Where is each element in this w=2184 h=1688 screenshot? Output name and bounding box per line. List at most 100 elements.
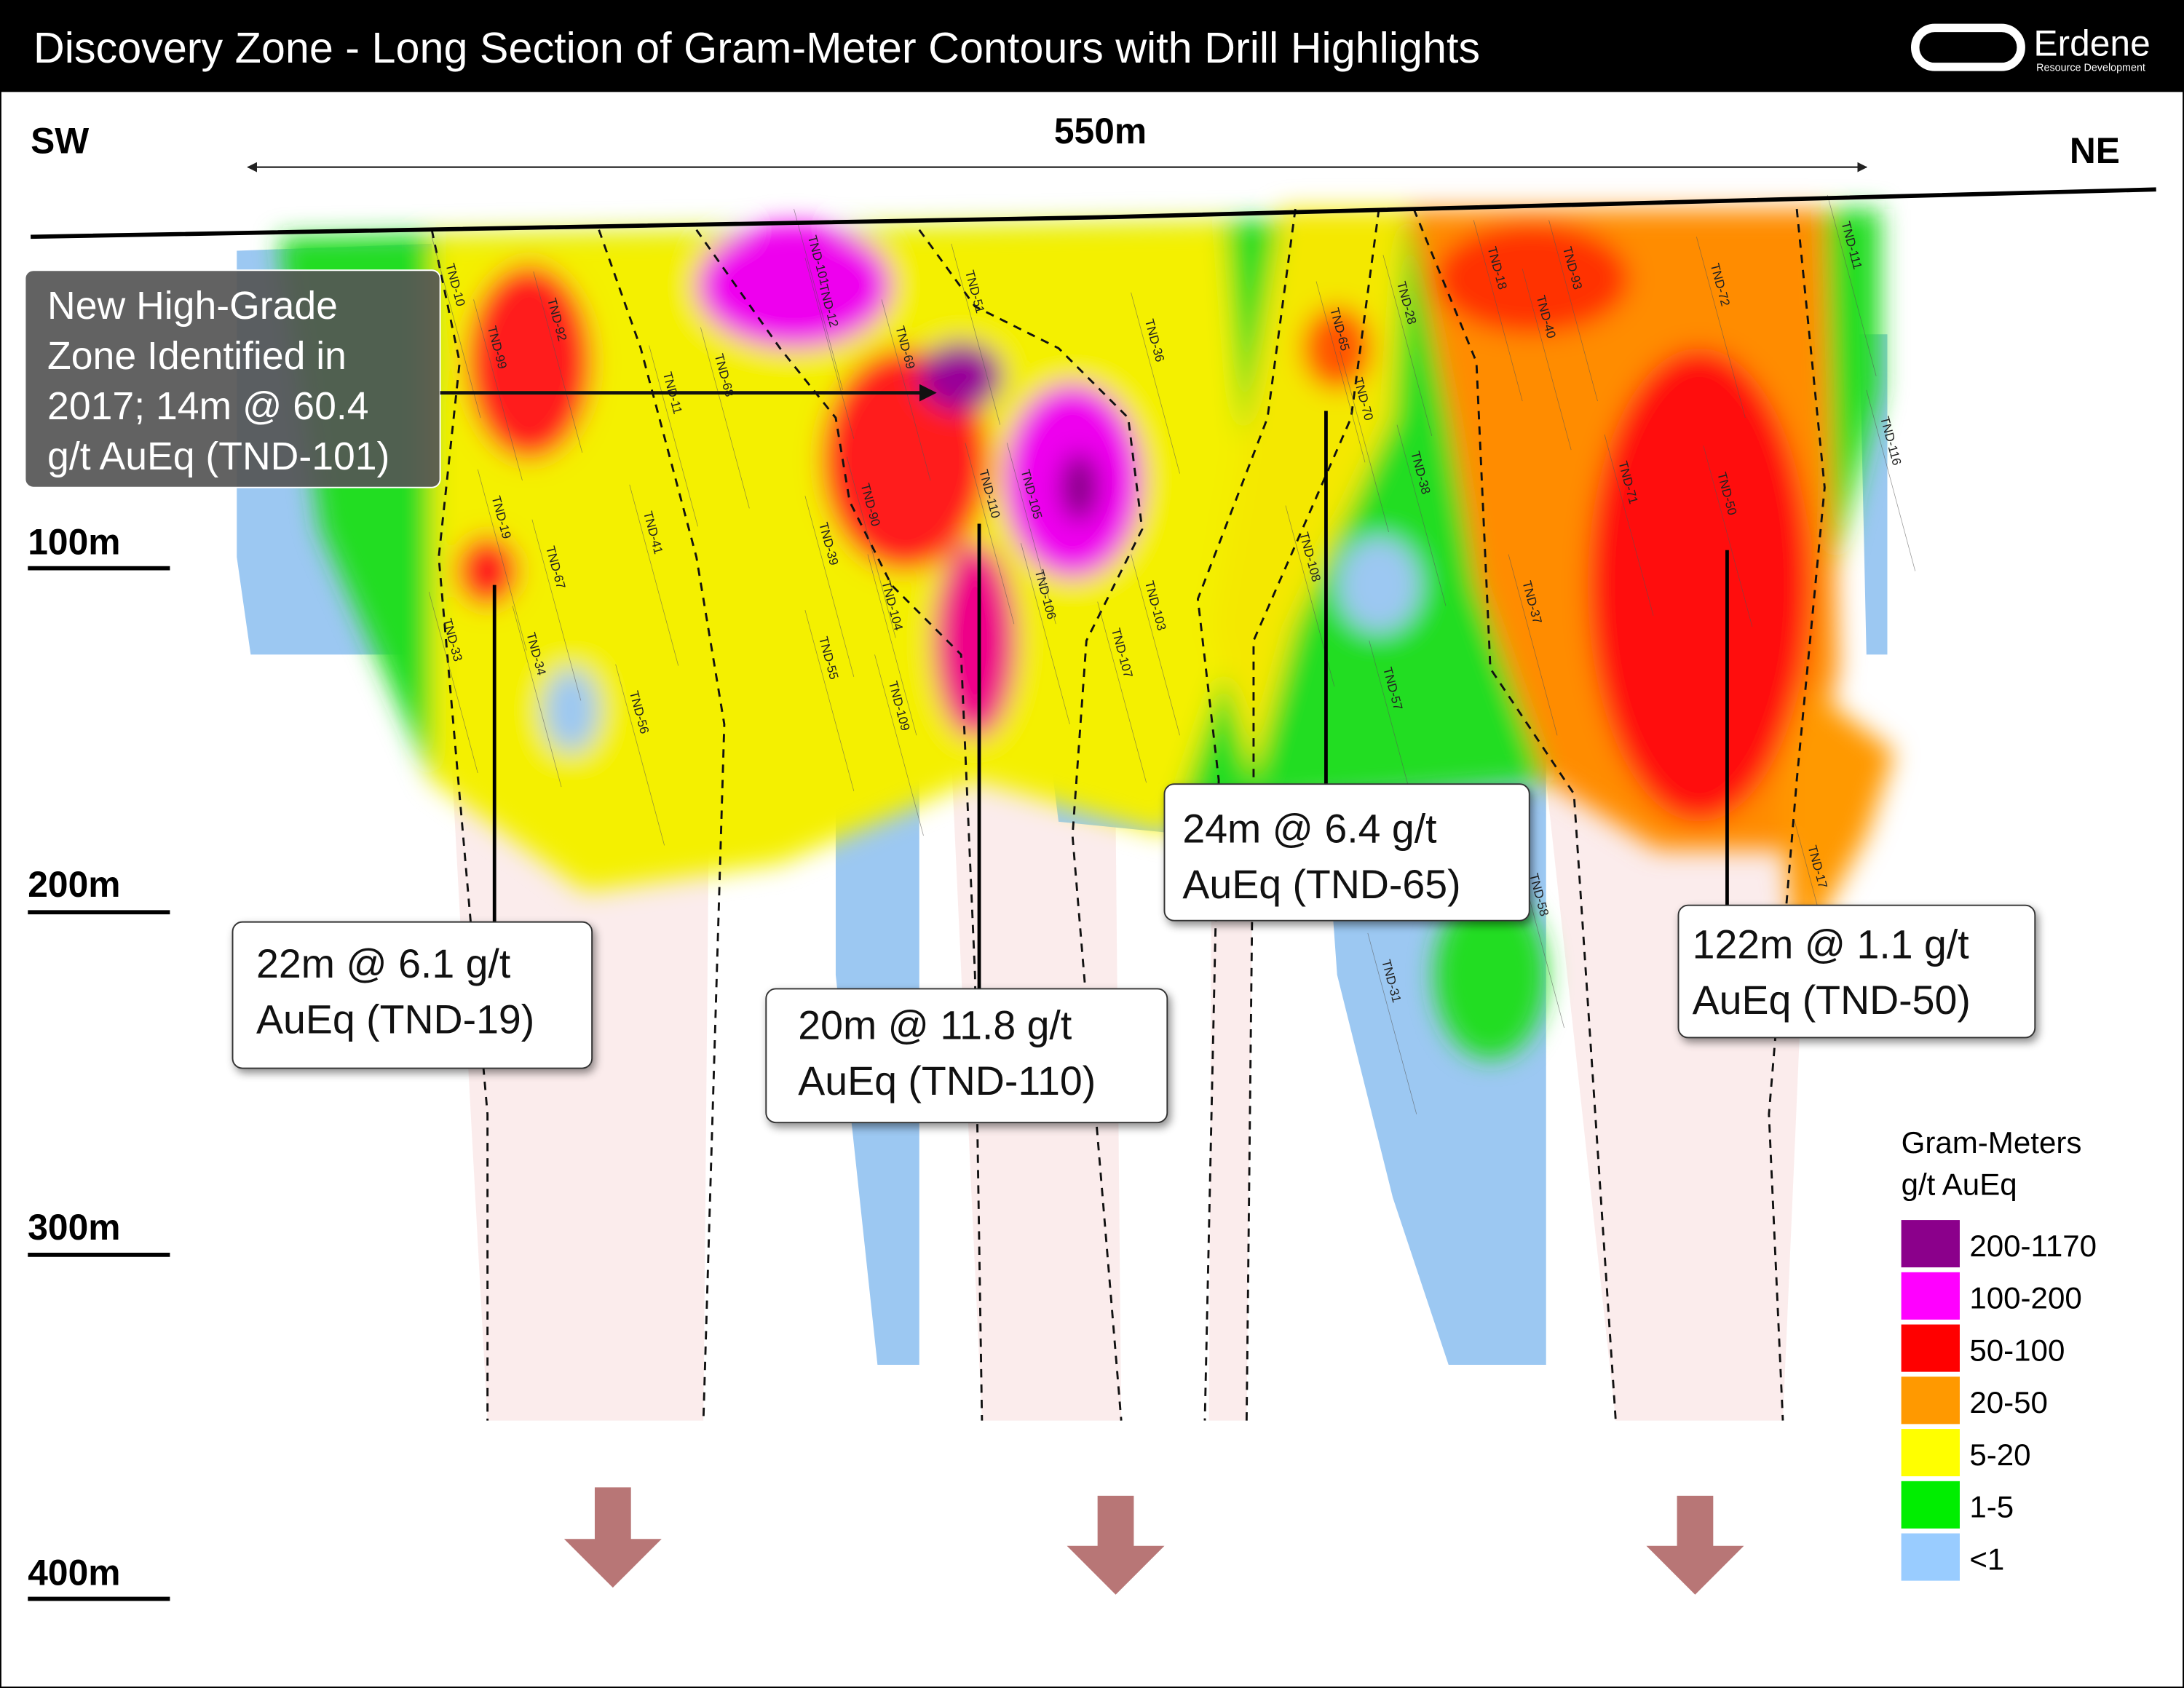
zone	[1208, 780, 1254, 1421]
drill-trace	[881, 299, 931, 481]
drill-trace	[1604, 434, 1654, 616]
callout-line: AuEq (TND-110)	[798, 1058, 1096, 1103]
blob	[696, 223, 892, 349]
depth-scale: 100m 200m 300m 400m	[28, 522, 170, 1601]
drill-trace	[804, 609, 855, 791]
blob	[466, 264, 593, 460]
note: New High-Grade Zone Identified in 2017; …	[24, 269, 937, 488]
drill-trace	[1131, 554, 1180, 736]
drill-trace	[1522, 269, 1572, 451]
down-arrows	[563, 1487, 1744, 1595]
drill-trace	[431, 237, 481, 419]
callout-line: 20m @ 11.8 g/t	[798, 1002, 1072, 1047]
callout-box	[232, 921, 593, 1069]
depth-label: 200m	[28, 864, 120, 905]
drill-trace	[874, 654, 924, 836]
blob	[1782, 668, 1895, 962]
dashed-line	[695, 229, 984, 1421]
title: Discovery Zone - Long Section of Gram-Me…	[33, 23, 1480, 72]
drill-trace	[951, 243, 1001, 425]
legend-swatch	[1901, 1481, 1960, 1529]
depth-label: 100m	[28, 522, 120, 563]
drill-trace	[794, 208, 843, 390]
drill-trace	[804, 496, 855, 678]
drill-trace	[1396, 424, 1447, 606]
drill-trace	[1382, 255, 1433, 437]
dashed-line	[1768, 208, 1826, 1421]
drill-trace	[1315, 281, 1366, 463]
depth-label: 300m	[28, 1207, 120, 1248]
drill-trace	[629, 484, 679, 666]
callout-box	[1677, 904, 2036, 1039]
drill-trace	[1473, 220, 1523, 402]
width-label: 550m	[1054, 111, 1147, 151]
blob	[1059, 452, 1099, 523]
dashed-line	[1245, 208, 1380, 1421]
note-line: New High-Grade	[47, 285, 338, 328]
legend-swatch	[1901, 1429, 1960, 1477]
legend: Gram-Meters g/t AuEq 200-1170 100-200 50-1…	[1901, 1125, 2097, 1581]
drill-trace	[473, 299, 523, 481]
callout-line: 22m @ 6.1 g/t	[256, 941, 510, 986]
drill-trace	[804, 257, 855, 439]
legend-label: 100-200	[1969, 1281, 2081, 1315]
callout-box	[1163, 783, 1530, 922]
drill-trace	[965, 443, 1015, 625]
note-line: g/t AuEq (TND-101)	[47, 435, 389, 478]
depth-label: 400m	[28, 1552, 120, 1593]
dashed-line	[918, 229, 1144, 1421]
dashed-line	[1196, 208, 1297, 1421]
blob	[1434, 891, 1546, 1059]
blob	[456, 536, 518, 606]
sw-label: SW	[31, 121, 89, 162]
dashed-line	[598, 229, 726, 1421]
drill-trace	[1021, 543, 1070, 725]
legend-label: 200-1170	[1969, 1229, 2097, 1263]
note-box	[24, 269, 441, 488]
blob	[933, 543, 1017, 739]
legend-swatch	[1901, 1272, 1960, 1320]
down-arrow	[563, 1487, 662, 1588]
blob	[1434, 223, 1630, 335]
blob	[919, 341, 1003, 411]
drill-trace	[846, 456, 896, 638]
callout-line: AuEq (TND-19)	[256, 997, 534, 1042]
callout-line: 122m @ 1.1 g/t	[1693, 922, 1969, 967]
legend-label: <1	[1969, 1542, 2004, 1576]
logo-mark	[1911, 23, 2025, 71]
legend-swatch	[1901, 1376, 1960, 1425]
drill-trace	[1508, 554, 1558, 736]
drill-trace	[1827, 194, 1877, 376]
logo: Erdene Resource Development	[1911, 23, 2151, 74]
callout-line: AuEq (TND-65)	[1182, 862, 1460, 907]
drill-trace	[533, 272, 583, 453]
legend-title: Gram-Meters	[1902, 1125, 2082, 1160]
logo-sub: Resource Development	[2036, 63, 2145, 74]
drill-trace	[1696, 237, 1746, 419]
drill-trace	[1367, 932, 1417, 1114]
title-bar	[0, 0, 2184, 92]
drill-trace	[649, 345, 698, 527]
blob	[543, 668, 599, 753]
legend-swatch	[1901, 1533, 1960, 1581]
drill-trace	[700, 327, 750, 509]
leaders	[492, 411, 1729, 989]
down-arrow	[1646, 1495, 1744, 1595]
legend-label: 1-5	[1969, 1490, 2014, 1524]
drill-trace	[615, 664, 665, 846]
ne-label: NE	[2070, 130, 2120, 171]
legend-swatch	[1901, 1220, 1960, 1268]
drill-trace	[1703, 445, 1753, 627]
legend-label: 50-100	[1969, 1333, 2065, 1367]
legend-title: g/t AuEq	[1902, 1168, 2017, 1202]
drill-trace	[867, 554, 917, 736]
blob	[1588, 348, 1811, 822]
drill-trace	[477, 469, 527, 651]
down-arrow	[1067, 1495, 1165, 1595]
legend-label: 5-20	[1969, 1438, 2030, 1472]
callouts: 22m @ 6.1 g/t AuEq (TND-19) 20m @ 11.8 g…	[232, 783, 2036, 1124]
drill-trace	[531, 519, 582, 701]
note-line: Zone Identified in	[47, 335, 347, 378]
